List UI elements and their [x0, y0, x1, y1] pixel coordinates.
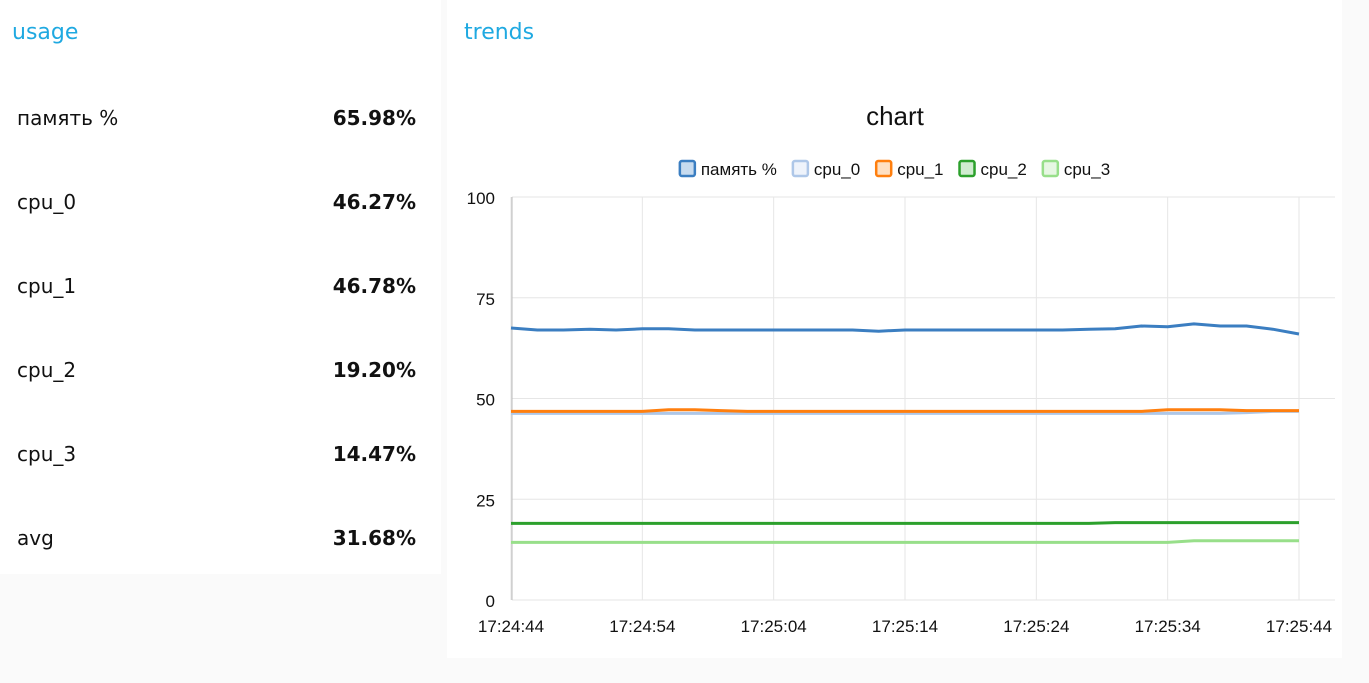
legend-swatch [874, 159, 893, 178]
series-line [511, 408, 1299, 413]
y-tick-label: 0 [486, 592, 495, 611]
x-tick-label: 17:25:04 [741, 617, 807, 636]
usage-value: 46.27% [332, 190, 416, 214]
series-line [511, 539, 1299, 544]
usage-value: 65.98% [332, 106, 416, 130]
legend-item-label: память % [701, 160, 777, 179]
usage-value: 31.68% [332, 526, 416, 550]
usage-value: 19.20% [332, 358, 416, 382]
x-tick-label: 17:25:14 [872, 617, 938, 636]
y-tick-label: 50 [476, 391, 495, 410]
usage-value: 46.78% [332, 274, 416, 298]
chart-title: chart [866, 101, 925, 131]
legend-item-label: cpu_1 [897, 160, 943, 179]
y-tick-label: 100 [467, 189, 495, 208]
x-tick-label: 17:25:24 [1003, 617, 1069, 636]
usage-value: 14.47% [332, 442, 416, 466]
x-tick-label: 17:25:34 [1135, 617, 1201, 636]
usage-label: cpu_0 [17, 190, 77, 214]
legend-item-label: cpu_0 [814, 160, 860, 179]
series-line [511, 521, 1299, 525]
x-tick-label: 17:25:44 [1266, 617, 1332, 636]
chart-grid [510, 196, 1335, 601]
y-tick-label: 25 [476, 491, 495, 510]
usage-label: avg [17, 526, 54, 550]
series-line [511, 409, 1299, 415]
chart-axes: 0 25 50 75 100 17:24:44 17:24:54 17:25:04 17:25:… [467, 189, 1332, 636]
usage-label: cpu_1 [17, 274, 77, 298]
legend-swatch [791, 159, 810, 178]
usage-label: cpu_2 [17, 358, 77, 382]
trends-title: trends [464, 20, 535, 45]
series-line [510, 322, 1300, 336]
chart-series [510, 322, 1300, 544]
trends-chart: chart память % cpu_0 cpu_1 cpu_2 cpu_3 0 25 50… [467, 101, 1335, 636]
legend-item-label: cpu_2 [981, 160, 1027, 179]
usage-row: avg 31.68% [0, 518, 441, 558]
legend-item-label: cpu_3 [1064, 160, 1110, 179]
trends-panel: trends chart память % cpu_0 cpu_1 cpu_2 cpu_… [447, 0, 1342, 658]
chart-legend: память % cpu_0 cpu_1 cpu_2 cpu_3 [678, 159, 1110, 179]
x-tick-label: 17:24:54 [609, 617, 675, 636]
legend-swatch [958, 159, 976, 178]
usage-row: cpu_0 46.27% [0, 182, 441, 222]
y-tick-label: 75 [476, 290, 495, 309]
usage-label: память % [17, 106, 119, 130]
usage-row: cpu_2 19.20% [0, 350, 441, 390]
usage-row: память % 65.98% [0, 98, 441, 138]
x-tick-label: 17:24:44 [478, 617, 544, 636]
usage-panel: usage память % 65.98% cpu_0 46.27% cpu_1… [0, 0, 441, 574]
usage-label: cpu_3 [17, 442, 77, 466]
legend-swatch [1041, 159, 1060, 178]
usage-row: cpu_3 14.47% [0, 434, 441, 474]
usage-row: cpu_1 46.78% [0, 266, 441, 306]
usage-title: usage [12, 20, 79, 45]
legend-swatch [678, 159, 697, 178]
